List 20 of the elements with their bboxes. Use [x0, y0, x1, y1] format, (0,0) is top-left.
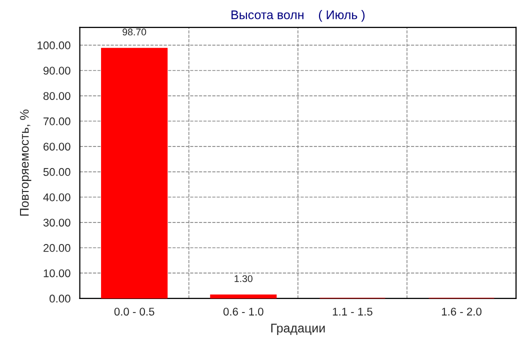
y-tick-label: 90.00	[43, 66, 70, 75]
x-axis-title: Градации	[271, 324, 325, 336]
y-tick-label: 20.00	[44, 244, 70, 252]
y-tick-label: 30.00	[43, 218, 70, 227]
y-tick-label: 70.00	[44, 117, 70, 126]
x-tick-label: 0.6 - 1.0	[223, 308, 264, 316]
data-label: 98.70	[122, 28, 146, 36]
y-axis-title: Повторяемость, %	[20, 110, 32, 216]
chart-title: Высота волн ( Июль )	[232, 10, 365, 22]
data-label: 1.30	[234, 275, 252, 282]
x-tick-label: 1.6 - 2.0	[442, 308, 482, 316]
y-tick-label: 50.00	[43, 168, 70, 176]
y-tick-label: 40.00	[43, 193, 70, 202]
y-tick-label: 100.00	[38, 41, 70, 50]
y-tick-label: 0.00	[50, 294, 70, 303]
y-tick-label: 10.00	[44, 269, 70, 278]
y-tick-label: 80.00	[43, 92, 70, 100]
y-tick-label: 60.00	[44, 142, 70, 151]
x-tick-label: 0.0 - 0.5	[114, 308, 154, 316]
x-tick-label: 1.1 - 1.5	[332, 308, 372, 316]
